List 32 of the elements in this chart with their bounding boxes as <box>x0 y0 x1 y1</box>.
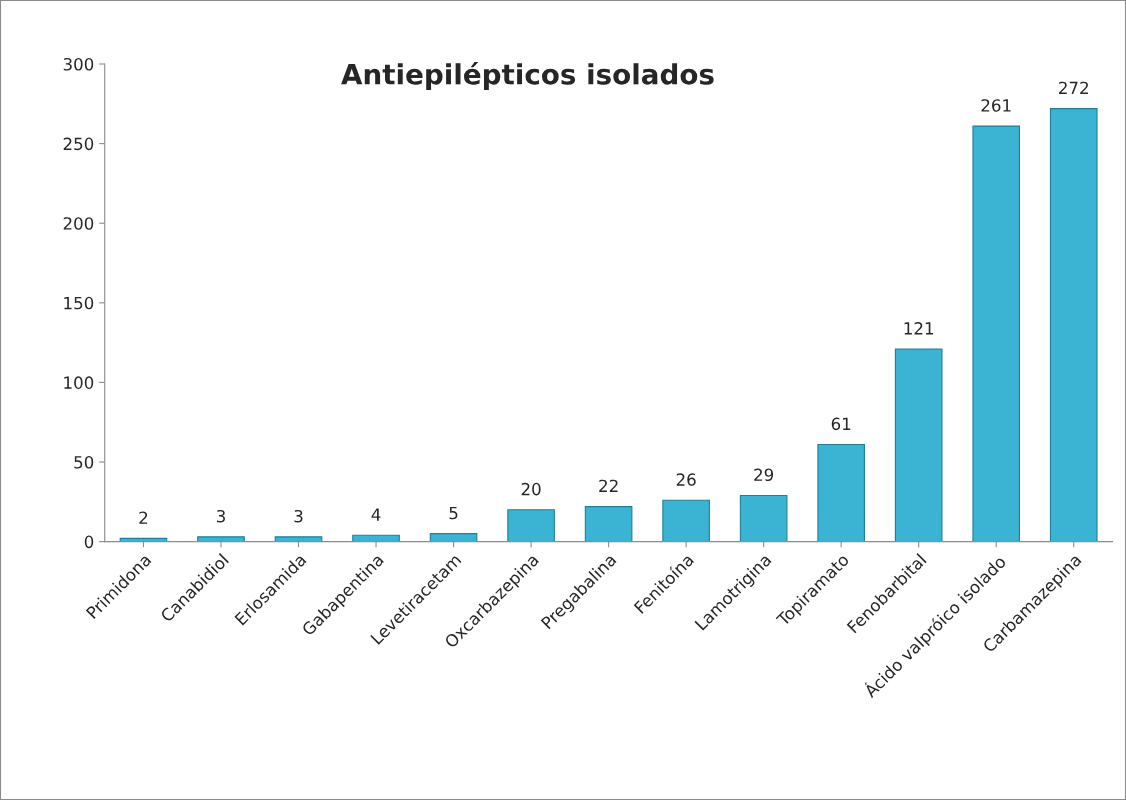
data-label: 3 <box>294 509 303 523</box>
data-label: 26 <box>676 473 696 486</box>
bar <box>197 536 245 542</box>
bar <box>584 506 633 542</box>
y-tick-label: 200 <box>63 217 94 230</box>
bar <box>429 533 478 542</box>
bar <box>274 536 323 542</box>
bar <box>662 499 710 542</box>
bar <box>817 443 865 542</box>
data-label: 22 <box>599 479 618 492</box>
data-label: 29 <box>754 468 774 482</box>
y-tick-label: 50 <box>74 455 94 469</box>
y-tick-label: 150 <box>64 296 94 310</box>
bar <box>972 125 1021 542</box>
data-label: 121 <box>904 322 934 335</box>
data-label: 4 <box>371 508 381 521</box>
data-label: 5 <box>449 506 458 520</box>
bar <box>1049 108 1098 542</box>
data-label: 2 <box>139 511 148 524</box>
data-label: 272 <box>1059 81 1088 94</box>
y-tick-label: 250 <box>63 137 94 151</box>
bar <box>894 348 943 542</box>
y-tick-label: 0 <box>84 535 94 549</box>
data-label: 3 <box>216 509 225 523</box>
data-label: 20 <box>521 482 541 496</box>
bar <box>507 509 555 542</box>
y-tick-label: 300 <box>63 57 94 71</box>
y-tick-label: 100 <box>64 376 94 389</box>
chart-title: Antiepilépticos isolados <box>341 62 714 91</box>
data-label: 261 <box>981 99 1011 112</box>
bar <box>739 494 788 542</box>
data-label: 61 <box>831 417 851 431</box>
